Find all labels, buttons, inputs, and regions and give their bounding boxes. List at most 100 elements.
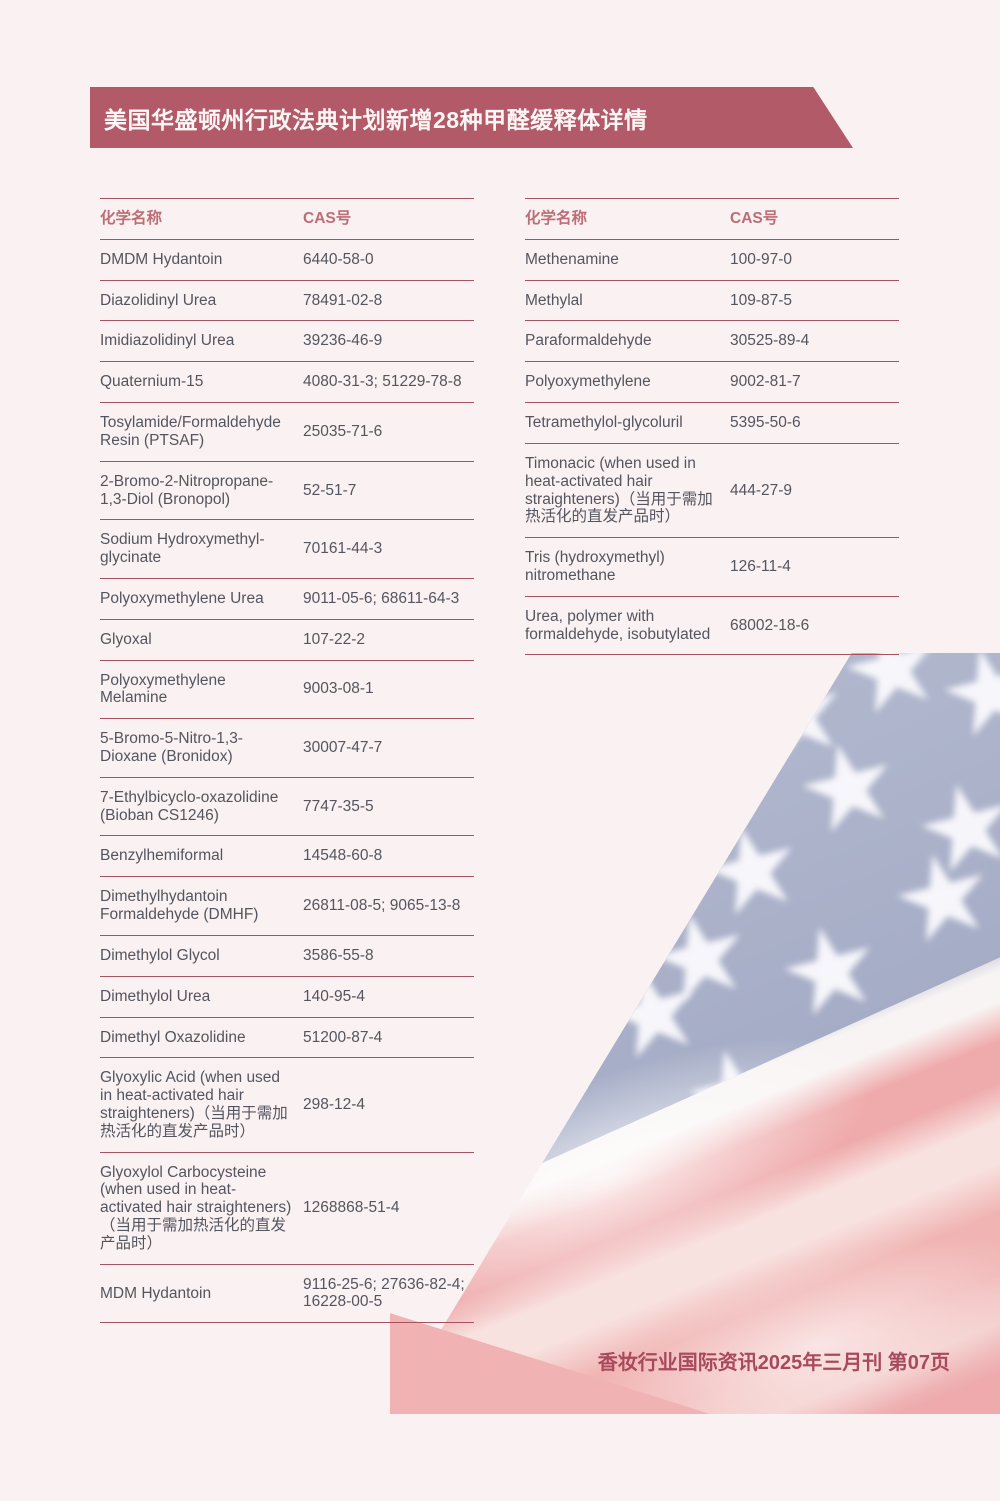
column-header-name: 化学名称 — [100, 210, 163, 227]
chemical-name-cell: Diazolidinyl Urea — [100, 291, 217, 309]
table-row: Diazolidinyl Urea 78491-02-8 — [100, 281, 474, 322]
chemical-name-cell: Dimethylhydantoin Formaldehyde (DMHF) — [100, 888, 259, 924]
page-banner: 美国华盛顿州行政法典计划新增28种甲醛缓释体详情 — [90, 87, 853, 148]
column-header-name: 化学名称 — [525, 210, 588, 227]
table-row: Paraformaldehyde 30525-89-4 — [525, 321, 899, 363]
chemical-name-cell: 2-Bromo-2-Nitropropane-1,3-Diol (Bronopo… — [100, 472, 274, 508]
cas-number-cell: 26811-08-5; 9065-13-8 — [303, 897, 461, 915]
cas-number-cell: 3586-55-8 — [303, 946, 374, 964]
cas-number-cell: 140-95-4 — [303, 987, 366, 1005]
chemical-name-cell: Tris (hydroxymethyl) nitromethane — [525, 549, 665, 584]
page-footer: 香妆行业国际资讯2025年三月刊 第07页 — [597, 1352, 950, 1374]
cas-number-cell: 78491-02-8 — [303, 291, 383, 309]
cas-number-cell: 70161-44-3 — [303, 540, 383, 558]
chemical-name-cell: 7-Ethylbicyclo-oxazolidine (Bioban CS124… — [100, 788, 279, 824]
chemical-name-cell: Tosylamide/Formaldehyde Resin (PTSAF) — [100, 414, 281, 449]
cas-number-cell: 126-11-4 — [730, 558, 791, 576]
chemical-table-left: 化学名称 CAS号 DMDM Hydantoin 6440-58-0 Diazo… — [100, 198, 474, 1324]
cas-number-cell: 9116-25-6; 27636-82-4; 16228-00-5 — [303, 1275, 465, 1311]
table-row: Quaternium-15 4080-31-3; 51229-78-8 — [100, 362, 474, 404]
star-icon: ★ — [924, 616, 1000, 766]
cas-number-cell: 298-12-4 — [303, 1096, 366, 1114]
cas-number-cell: 39236-46-9 — [303, 332, 383, 350]
cas-number-cell: 6440-58-0 — [303, 250, 374, 268]
table-row: Dimethylhydantoin Formaldehyde (DMHF) 26… — [100, 877, 474, 936]
star-icon: ★ — [826, 593, 958, 743]
chemical-name-cell: Methylal — [525, 291, 583, 309]
chemical-name-cell: Dimethylol Urea — [100, 987, 211, 1005]
table-row: DMDM Hydantoin 6440-58-0 — [100, 240, 474, 281]
column-header-cas: CAS号 — [303, 210, 352, 227]
cas-number-cell: 51200-87-4 — [303, 1028, 383, 1046]
table-row: 5-Bromo-5-Nitro-1,3-Dioxane (Bronidox) 3… — [100, 719, 474, 778]
cas-number-cell: 1268868-51-4 — [303, 1199, 400, 1217]
table-row: 2-Bromo-2-Nitropropane-1,3-Diol (Bronopo… — [100, 462, 474, 521]
cas-number-cell: 7747-35-5 — [303, 797, 374, 815]
star-icon: ★ — [587, 938, 719, 1088]
chemical-name-cell: Timonacic (when used in heat-activated h… — [525, 454, 713, 526]
star-icon: ★ — [574, 820, 706, 970]
star-icon: ★ — [686, 795, 818, 945]
column-header-cas: CAS号 — [730, 210, 779, 227]
cas-number-cell: 5395-50-6 — [730, 414, 801, 432]
chemical-name-cell: MDM Hydantoin — [100, 1284, 212, 1302]
chemical-name-cell: Dimethyl Oxazolidine — [100, 1028, 246, 1046]
star-icon: ★ — [651, 705, 783, 855]
cas-number-cell: 30007-47-7 — [303, 739, 383, 757]
table-row: Methylal 109-87-5 — [525, 281, 899, 322]
table-row: Benzylhemiformal 14548-60-8 — [100, 836, 474, 878]
table-row: Timonacic (when used in heat-activated h… — [525, 444, 899, 539]
cas-number-cell: 9003-08-1 — [303, 680, 374, 698]
table-row: 7-Ethylbicyclo-oxazolidine (Bioban CS124… — [100, 778, 474, 837]
cas-number-cell: 30525-89-4 — [730, 332, 810, 350]
chemical-name-cell: Quaternium-15 — [100, 373, 204, 391]
cas-number-cell: 68002-18-6 — [730, 616, 810, 634]
table-row: Glyoxylic Acid (when used in heat-activa… — [100, 1058, 474, 1153]
star-icon: ★ — [877, 822, 1000, 972]
table-row: Sodium Hydroxymethyl-glycinate 70161-44-… — [100, 520, 474, 579]
cas-number-cell: 25035-71-6 — [303, 422, 383, 440]
table-header-row: 化学名称 CAS号 — [525, 199, 899, 240]
table-row: Tetramethylol-glycoluril 5395-50-6 — [525, 403, 899, 444]
cas-number-cell: 52-51-7 — [303, 481, 357, 499]
table-row: Glyoxylol Carbocysteine (when used in he… — [100, 1153, 474, 1265]
chemical-name-cell: Glyoxylol Carbocysteine (when used in he… — [100, 1163, 292, 1252]
star-icon: ★ — [782, 712, 914, 862]
table-row: Polyoxymethylene 9002-81-7 — [525, 362, 899, 404]
star-icon: ★ — [764, 895, 896, 1045]
us-flag-image: ★★★★★★★★★★★★★★ — [390, 653, 1000, 1414]
chemical-name-cell: Benzylhemiformal — [100, 847, 224, 865]
table-row: Methenamine 100-97-0 — [525, 240, 899, 281]
chemical-name-cell: Urea, polymer with formaldehyde, isobuty… — [525, 607, 711, 643]
table-header-row: 化学名称 CAS号 — [100, 199, 474, 240]
chemical-name-cell: Polyoxymethylene Melamine — [100, 671, 226, 707]
star-icon: ★ — [731, 640, 863, 790]
table-row: Dimethylol Urea 140-95-4 — [100, 977, 474, 1018]
table-row: Polyoxymethylene Urea 9011-05-6; 68611-6… — [100, 579, 474, 620]
cas-number-cell: 100-97-0 — [730, 250, 793, 268]
table-row: Polyoxymethylene Melamine 9003-08-1 — [100, 661, 474, 720]
cas-number-cell: 9011-05-6; 68611-64-3 — [303, 589, 460, 607]
chemical-name-cell: Paraformaldehyde — [525, 332, 652, 350]
cas-number-cell: 4080-31-3; 51229-78-8 — [303, 373, 462, 391]
chemical-name-cell: Methenamine — [525, 250, 619, 268]
cas-number-cell: 109-87-5 — [730, 291, 793, 309]
chemical-name-cell: DMDM Hydantoin — [100, 250, 223, 268]
table-row: Dimethyl Oxazolidine 51200-87-4 — [100, 1018, 474, 1059]
table-row: MDM Hydantoin 9116-25-6; 27636-82-4; 162… — [100, 1265, 474, 1324]
table-row: Tosylamide/Formaldehyde Resin (PTSAF) 25… — [100, 403, 474, 462]
chemical-name-cell: Polyoxymethylene Urea — [100, 589, 264, 607]
cas-number-cell: 107-22-2 — [303, 630, 366, 648]
page-title: 美国华盛顿州行政法典计划新增28种甲醛缓释体详情 — [104, 106, 648, 133]
table-row: Glyoxal 107-22-2 — [100, 620, 474, 661]
table-row: Dimethylol Glycol 3586-55-8 — [100, 936, 474, 977]
cas-number-cell: 9002-81-7 — [730, 373, 801, 391]
cas-number-cell: 444-27-9 — [730, 481, 793, 499]
chemical-name-cell: Polyoxymethylene — [525, 373, 651, 391]
chemical-name-cell: Glyoxal — [100, 630, 152, 648]
cas-number-cell: 14548-60-8 — [303, 847, 383, 865]
chemical-table-right: 化学名称 CAS号 Methenamine 100-97-0 Methylal … — [525, 198, 899, 656]
chemical-name-cell: Glyoxylic Acid (when used in heat-activa… — [100, 1069, 288, 1140]
chemical-name-cell: Sodium Hydroxymethyl-glycinate — [100, 531, 265, 567]
table-row: Tris (hydroxymethyl) nitromethane 126-11… — [525, 538, 899, 597]
